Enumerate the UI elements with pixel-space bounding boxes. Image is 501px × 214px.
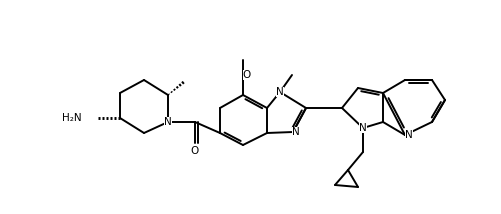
- Text: N: N: [358, 123, 366, 133]
- Text: N: N: [276, 87, 283, 97]
- Text: H₂N: H₂N: [62, 113, 82, 123]
- Text: N: N: [404, 130, 412, 140]
- Text: N: N: [292, 127, 299, 137]
- Text: O: O: [190, 146, 199, 156]
- Text: N: N: [164, 117, 171, 127]
- Text: O: O: [242, 70, 250, 80]
